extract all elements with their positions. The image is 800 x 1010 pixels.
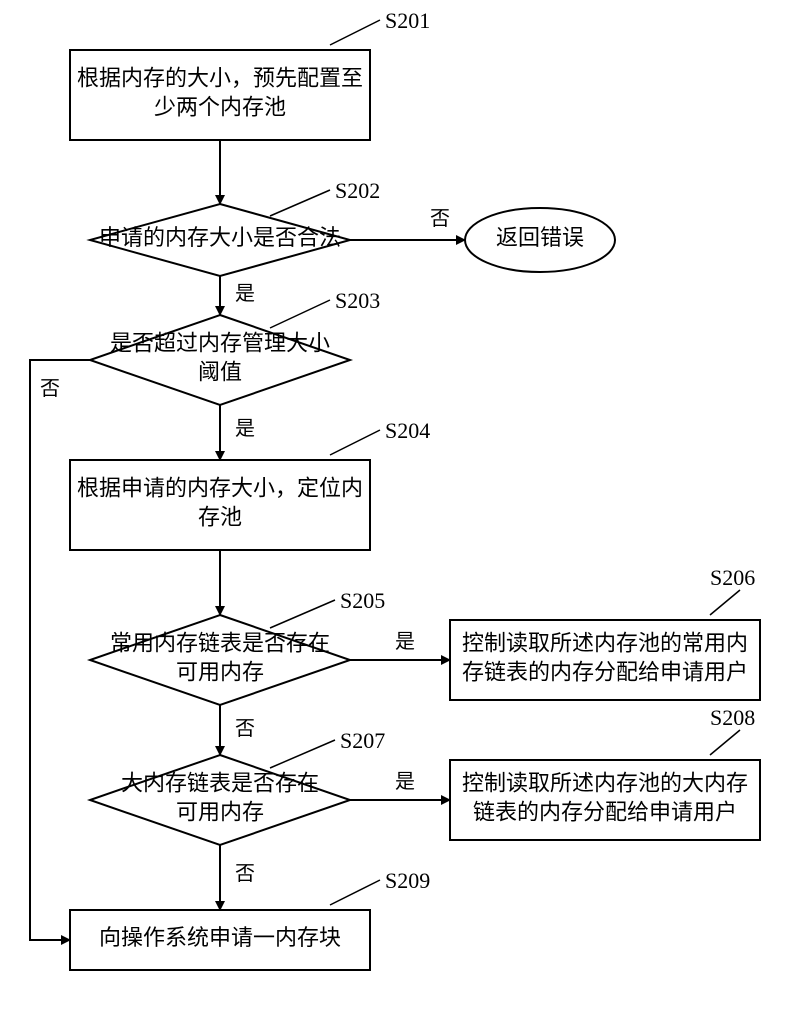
node-text: 大内存链表是否存在: [121, 771, 319, 796]
edge-label: 是: [235, 418, 255, 440]
node-text: 常用内存链表是否存在: [110, 631, 330, 656]
label-leader: [330, 430, 380, 455]
node-text: 申请的内存大小是否合法: [99, 225, 341, 250]
node-text: 根据内存的大小，预先配置至: [77, 66, 363, 91]
label-leader: [270, 600, 335, 628]
node-text: 可用内存: [176, 659, 264, 684]
step-label-s209: S209: [385, 868, 430, 893]
node-text: 根据申请的内存大小，定位内: [77, 476, 363, 501]
node-text: 链表的内存分配给申请用户: [473, 799, 737, 824]
edge-label: 是: [235, 283, 255, 305]
edge-label: 否: [235, 863, 255, 885]
node-text: 存池: [198, 504, 242, 529]
node-text: 向操作系统申请一内存块: [99, 925, 341, 950]
node-text: 少两个内存池: [154, 94, 286, 119]
edge-label: 是: [395, 771, 415, 793]
label-leader: [270, 190, 330, 216]
node-text: 返回错误: [496, 225, 584, 250]
edge-label: 否: [430, 208, 450, 230]
step-label-s205: S205: [340, 588, 385, 613]
label-leader: [330, 20, 380, 45]
step-label-s207: S207: [340, 728, 385, 753]
label-leader: [270, 740, 335, 768]
label-leader: [270, 300, 330, 328]
label-leader: [710, 730, 740, 755]
node-text: 是否超过内存管理大小: [110, 331, 330, 356]
node-text: 存链表的内存分配给申请用户: [462, 659, 748, 684]
node-text: 可用内存: [176, 799, 264, 824]
edge-label: 否: [40, 378, 60, 400]
node-text: 阈值: [198, 359, 242, 384]
step-label-s204: S204: [385, 418, 430, 443]
edge-label: 是: [395, 631, 415, 653]
edge-label: 否: [235, 718, 255, 740]
step-label-s208: S208: [710, 705, 755, 730]
edge: [30, 360, 90, 940]
node-text: 控制读取所述内存池的大内存: [462, 771, 748, 796]
node-text: 控制读取所述内存池的常用内: [462, 631, 748, 656]
label-leader: [710, 590, 740, 615]
step-label-s206: S206: [710, 565, 755, 590]
label-leader: [330, 880, 380, 905]
step-label-s203: S203: [335, 288, 380, 313]
step-label-s202: S202: [335, 178, 380, 203]
step-label-s201: S201: [385, 8, 430, 33]
flowchart: 是否是否是否是否根据内存的大小，预先配置至少两个内存池申请的内存大小是否合法返回…: [0, 0, 800, 1010]
